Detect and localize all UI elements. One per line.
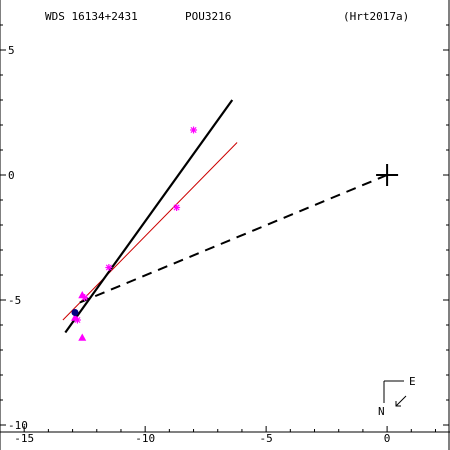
measure-triangle-point	[78, 291, 87, 299]
compass-east-label: E	[409, 375, 416, 388]
orbit-lines-layer	[62, 99, 388, 334]
measure-star-point	[190, 126, 198, 134]
compass-motion-arrow	[395, 395, 407, 407]
measure-star-point	[105, 264, 113, 271]
y-tick-label: 5	[8, 44, 15, 57]
x-tick-label: 0	[384, 432, 391, 445]
y-tick-label: -10	[8, 419, 28, 432]
orbit-line	[64, 99, 234, 334]
companion-vector-dashed	[79, 174, 388, 304]
measures-layer	[71, 126, 399, 341]
reference-line	[62, 142, 238, 321]
measure-triangle-point	[78, 333, 87, 341]
measure-star-point	[173, 204, 181, 211]
header-reference: (Hrt2017a)	[343, 10, 409, 23]
header-discoverer: POU3216	[185, 10, 231, 23]
y-tick-label: -5	[8, 294, 21, 307]
y-tick-label: 0	[8, 169, 15, 182]
compass-north-label: N	[378, 405, 385, 418]
axis-ticks-layer: -15 -10 -5 0-10-505	[0, 24, 449, 445]
x-tick-label: -10	[135, 432, 155, 445]
header-designation: WDS 16134+2431	[45, 10, 138, 23]
x-tick-label: -5	[260, 432, 273, 445]
compass-arrowhead	[395, 401, 401, 407]
x-tick-label: -15	[14, 432, 34, 445]
measure-dot-point	[71, 309, 79, 316]
compass-indicator: E N	[378, 375, 416, 418]
measure-triangle-point	[71, 313, 79, 321]
